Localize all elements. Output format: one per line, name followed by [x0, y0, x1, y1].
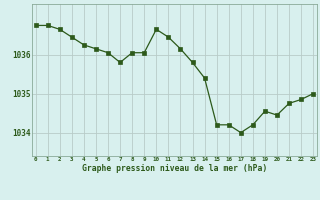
X-axis label: Graphe pression niveau de la mer (hPa): Graphe pression niveau de la mer (hPa)	[82, 164, 267, 173]
